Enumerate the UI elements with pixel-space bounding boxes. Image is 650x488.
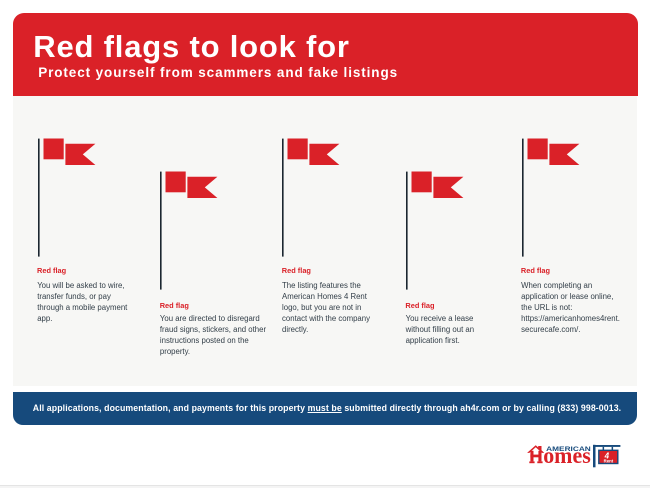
svg-text:omes: omes [543,443,591,468]
svg-text:AMERICAN: AMERICAN [546,446,591,453]
svg-text:4: 4 [604,451,610,460]
svg-text:Rent: Rent [604,459,614,464]
